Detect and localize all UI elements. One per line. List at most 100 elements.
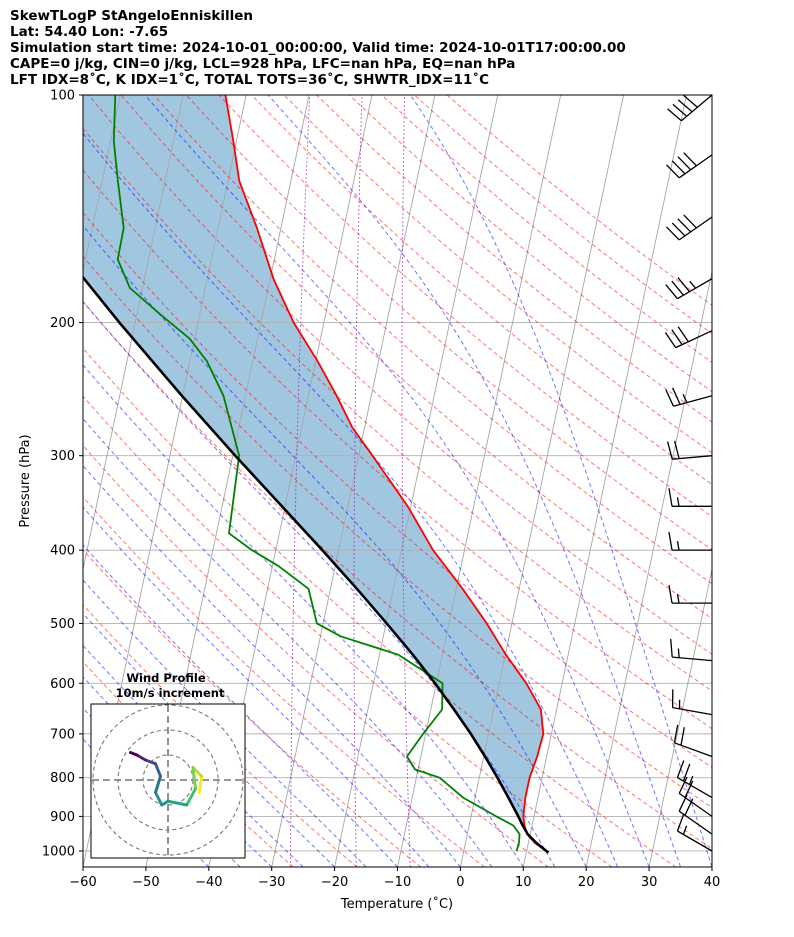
dry-adiabat [83,496,485,867]
hodograph-segment [191,766,197,791]
wind-barb [665,387,713,407]
wind-barb [667,94,713,122]
wind-barb [666,152,713,179]
wind-barb [676,760,713,799]
isotherm [397,95,562,867]
mixing-ratio-line [290,95,311,867]
dry-adiabat [283,95,712,454]
isotherm [83,95,184,572]
wind-barb [668,531,712,551]
hodograph-segment [185,787,197,807]
hodograph-segment [154,762,162,778]
dry-adiabat [83,169,712,730]
moist-adiabat [267,95,681,867]
moist-adiabat [83,418,493,867]
isotherm [711,864,712,867]
x-tick-label: −50 [132,875,159,890]
dry-adiabat [381,95,712,363]
x-tick-label: 30 [641,875,658,890]
moist-adiabat [83,224,587,867]
y-tick-label: 400 [50,544,75,559]
y-tick-label: 300 [50,449,75,464]
dry-adiabat [83,395,613,867]
wind-barb [678,794,713,835]
y-tick-label: 800 [50,771,75,786]
moist-adiabat [83,612,335,867]
wind-barb [678,776,713,817]
y-tick-label: 500 [50,617,75,632]
hodograph-segment [144,758,157,766]
x-tick-label: −40 [195,875,222,890]
y-tick-label: 900 [50,810,75,825]
chart-header: SkewTLogP StAngeloEnniskillen Lat: 54.40… [10,8,626,88]
cape-cin-shading [83,95,549,853]
y-tick-label: 200 [50,316,75,331]
isotherm [334,95,499,867]
hodograph-segment [197,774,204,794]
wind-barb [666,214,713,241]
hodograph-title: Wind Profile [126,671,206,685]
isotherm [271,95,436,867]
moist-adiabat [83,464,461,867]
moist-adiabat [144,95,650,867]
wind-barbs [664,94,713,852]
moist-adiabat [83,506,430,867]
hodograph-subtitle: 10m/s increment [116,686,225,700]
dry-adiabat [153,95,712,585]
hodograph-segment [135,753,147,762]
isotherm [83,95,121,274]
x-tick-label: −60 [69,875,96,890]
y-tick-label: 600 [50,677,75,692]
y-tick-label: 100 [50,89,75,104]
dry-adiabat [88,95,712,655]
dry-adiabat [83,255,712,809]
wind-barb [673,724,713,758]
isotherm [459,95,624,867]
temperature-profile [224,95,549,854]
y-tick-label: 1000 [42,844,75,859]
wind-barb [666,440,713,460]
moist-adiabat [83,132,619,867]
wind-barb [664,326,713,349]
isotherm [775,95,794,867]
moist-adiabat [83,579,367,867]
x-tick-label: −20 [321,875,348,890]
hodograph-segment [166,799,189,807]
x-tick-label: 20 [578,875,595,890]
wind-barb [668,584,712,604]
hodograph-segment [129,751,139,757]
isotherm [648,567,712,867]
wind-barb [668,488,712,507]
isotherm [585,269,712,867]
chart-title: SkewTLogP StAngeloEnniskillen [10,8,253,24]
hodograph-inset: Wind Profile 10m/s increment [90,671,246,859]
wind-barb [665,277,713,300]
dry-adiabat [83,127,712,692]
time-line: Simulation start time: 2024-10-01_00:00:… [10,40,626,56]
x-tick-label: −10 [384,875,411,890]
x-axis-label: Temperature (˚C) [340,896,453,912]
mixing-ratio-line [353,95,363,867]
location-line: Lat: 54.40 Lon: -7.65 [10,24,169,40]
indices-line: LFT IDX=8˚C, K IDX=1˚C, TOTAL TOTS=36˚C,… [10,72,490,88]
hodograph-segment [154,791,164,807]
hodograph-segment [154,774,162,794]
dry-adiabat [414,95,712,335]
wind-barb [676,813,713,852]
moist-adiabat [83,364,524,867]
dewpoint-profile [112,95,521,852]
y-tick-label: 700 [50,727,75,742]
moist-adiabat [83,644,304,867]
x-tick-label: 40 [704,875,721,890]
wind-barb [670,638,713,662]
dry-adiabat [120,95,712,620]
y-axis-label: Pressure (hPa) [18,434,33,527]
dry-adiabat [83,300,712,850]
dry-adiabat [83,347,677,867]
x-tick-label: 10 [515,875,532,890]
x-axis: −60 −50 −40 −30 −20 −10 0 10 20 30 40 [69,867,720,890]
wind-barb [671,689,713,716]
mixing-ratio-line [401,95,411,867]
x-tick-label: 0 [456,875,464,890]
